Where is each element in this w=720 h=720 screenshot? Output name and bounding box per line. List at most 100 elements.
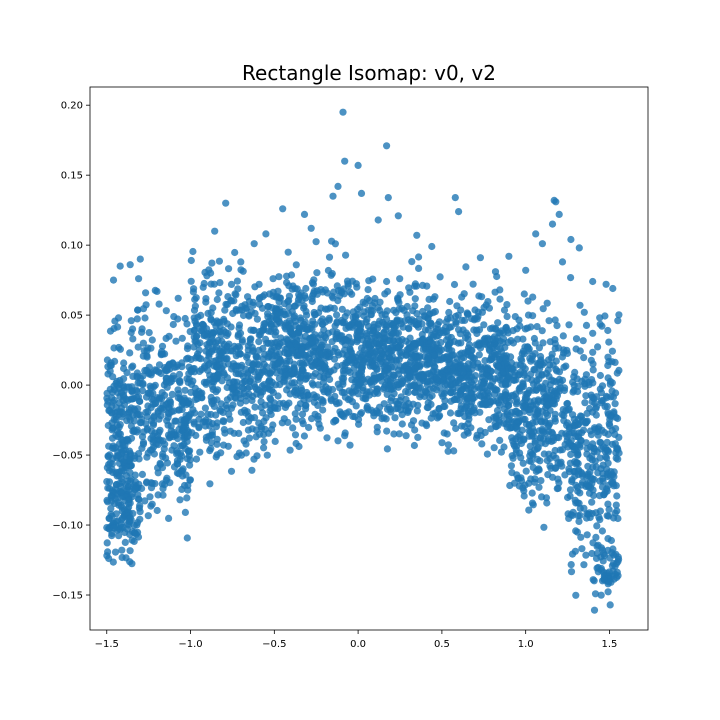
scatter-point xyxy=(424,314,432,322)
scatter-point xyxy=(129,325,137,333)
scatter-point xyxy=(126,261,134,269)
scatter-point xyxy=(509,437,517,445)
scatter-point xyxy=(543,456,551,465)
scatter-point xyxy=(355,320,363,328)
scatter-point xyxy=(285,297,293,305)
scatter-point xyxy=(461,316,469,324)
scatter-point xyxy=(329,192,337,200)
scatter-point xyxy=(491,420,499,428)
scatter-point xyxy=(161,391,169,399)
scatter-point xyxy=(364,406,372,414)
scatter-point xyxy=(274,392,282,400)
scatter-point xyxy=(270,352,278,360)
scatter-point xyxy=(133,315,141,323)
scatter-point xyxy=(320,372,328,380)
scatter-point xyxy=(346,345,354,353)
scatter-point xyxy=(578,545,586,553)
scatter-point xyxy=(535,483,543,491)
scatter-point xyxy=(539,385,547,393)
scatter-point xyxy=(335,351,343,359)
scatter-point xyxy=(469,280,477,288)
scatter-point xyxy=(303,388,311,397)
scatter-point xyxy=(109,276,118,284)
scatter-point xyxy=(528,450,536,458)
scatter-point xyxy=(549,400,557,408)
scatter-point xyxy=(508,366,516,374)
scatter-point xyxy=(567,568,576,576)
scatter-point xyxy=(266,369,274,377)
scatter-point xyxy=(592,411,600,419)
scatter-point xyxy=(388,356,396,364)
scatter-point xyxy=(200,279,208,288)
scatter-point xyxy=(249,301,257,309)
scatter-point xyxy=(526,408,534,417)
scatter-point xyxy=(323,289,331,297)
scatter-point xyxy=(353,338,361,346)
scatter-point xyxy=(239,372,247,380)
scatter-point xyxy=(251,309,259,318)
scatter-point xyxy=(462,263,470,271)
scatter-point xyxy=(571,422,579,430)
scatter-point xyxy=(465,373,473,381)
scatter-point xyxy=(522,467,530,475)
scatter-point xyxy=(589,329,597,337)
scatter-point xyxy=(464,331,472,339)
scatter-point xyxy=(483,387,491,395)
scatter-point xyxy=(414,401,422,409)
scatter-point xyxy=(614,414,622,423)
scatter-point xyxy=(545,317,553,325)
scatter-point xyxy=(390,390,398,398)
scatter-point xyxy=(558,353,567,361)
scatter-point xyxy=(578,418,586,426)
scatter-point xyxy=(559,332,567,340)
scatter-point xyxy=(284,418,292,426)
scatter-point xyxy=(191,302,199,310)
scatter-point xyxy=(114,494,122,502)
scatter-point xyxy=(427,320,435,328)
scatter-point xyxy=(450,419,458,427)
scatter-point xyxy=(491,268,500,276)
scatter-point xyxy=(168,390,176,398)
scatter-point xyxy=(292,322,300,330)
scatter-point xyxy=(139,438,148,446)
scatter-point xyxy=(476,341,484,349)
scatter-point xyxy=(299,420,307,428)
scatter-point xyxy=(580,561,588,569)
scatter-point xyxy=(300,210,309,218)
scatter-point xyxy=(338,305,346,313)
scatter-point xyxy=(560,346,568,354)
scatter-point xyxy=(545,372,553,380)
scatter-point xyxy=(463,381,471,389)
scatter-point xyxy=(583,409,591,417)
scatter-point xyxy=(298,359,306,367)
scatter-point xyxy=(110,524,118,532)
scatter-point xyxy=(268,386,276,394)
scatter-point xyxy=(154,407,162,415)
scatter-point xyxy=(314,412,322,420)
scatter-point xyxy=(392,397,400,406)
scatter-point xyxy=(590,577,598,585)
scatter-point xyxy=(533,323,541,331)
scatter-point xyxy=(338,374,346,382)
scatter-point xyxy=(193,395,201,403)
scatter-point xyxy=(566,423,574,431)
scatter-point xyxy=(416,338,424,346)
scatter-point xyxy=(131,486,139,494)
scatter-point xyxy=(123,505,132,513)
x-axis: −1.5 −1.0 −0.5 0.0 0.5 1.0 1.5 xyxy=(95,630,618,650)
scatter-point xyxy=(576,489,584,497)
scatter-point xyxy=(185,448,193,456)
scatter-point xyxy=(506,424,514,432)
scatter-point xyxy=(611,400,619,408)
scatter-point xyxy=(454,311,462,319)
scatter-point xyxy=(207,315,215,323)
scatter-point xyxy=(126,514,134,522)
scatter-point xyxy=(138,328,146,336)
scatter-point xyxy=(460,290,468,298)
scatter-point xyxy=(516,322,524,330)
scatter-point xyxy=(195,367,204,375)
scatter-point xyxy=(371,299,379,307)
x-tick-label: 1.5 xyxy=(602,639,618,650)
scatter-point xyxy=(207,445,215,453)
scatter-point xyxy=(255,338,263,346)
